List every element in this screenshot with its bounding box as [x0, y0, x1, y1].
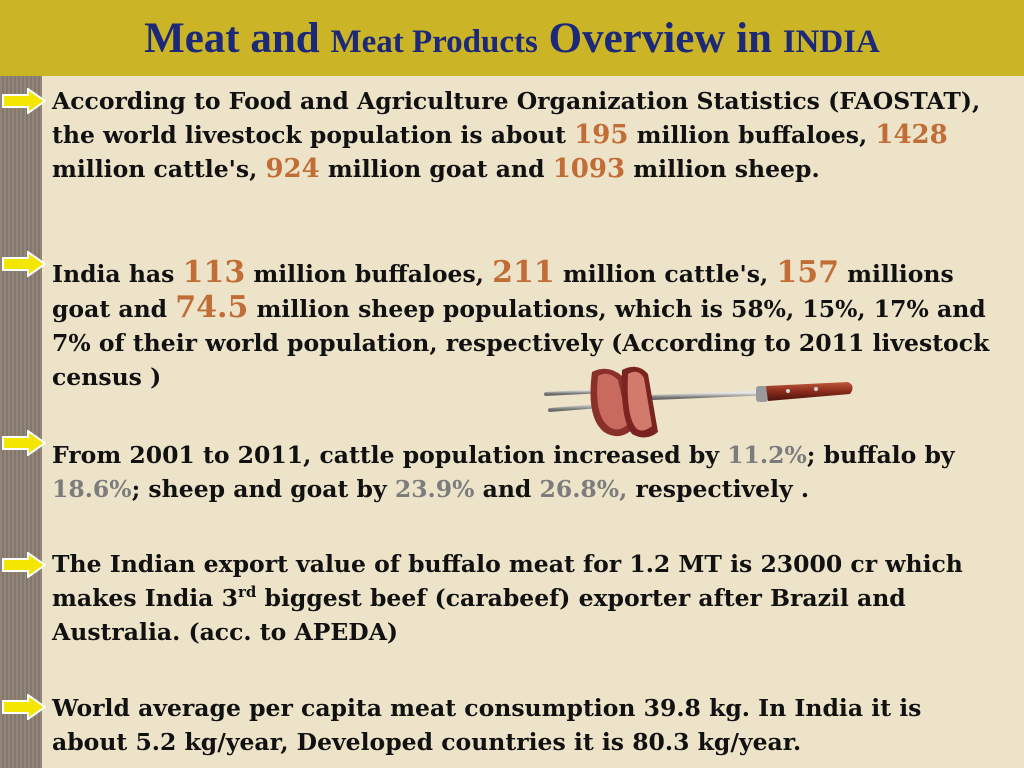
highlight-value: 157 — [776, 255, 839, 290]
bullet-text: World average per capita meat consumptio… — [52, 694, 922, 756]
highlight-value: 113 — [182, 255, 246, 290]
highlight-value: 1428 — [875, 120, 948, 150]
highlight-value: 74.5 — [175, 290, 249, 325]
title-part-meat-and: Meat and — [144, 14, 331, 62]
title-part-overview: Overview in — [537, 14, 783, 62]
bullet-text: millions goat and — [52, 260, 954, 323]
bullet-population-growth: From 2001 to 2011, cattle population inc… — [52, 438, 1012, 506]
title-part-india: INDIA — [782, 23, 880, 60]
content-panel — [42, 76, 1024, 768]
bullet-text: biggest beef (carabeef) exporter after B… — [52, 584, 906, 646]
highlight-value: 23.9% — [394, 475, 475, 503]
bullet-text: ; sheep and goat by — [131, 475, 395, 503]
bullet-india-livestock: India has 113 million buffaloes, 211 mil… — [52, 256, 1012, 394]
highlight-value: 26.8%, — [539, 475, 628, 503]
arrow-right-icon — [2, 694, 46, 720]
highlight-value: 211 — [492, 255, 555, 290]
bullet-text: According to Food and Agriculture Organi… — [52, 87, 981, 149]
bullet-world-livestock: According to Food and Agriculture Organi… — [52, 84, 1012, 186]
highlight-value: 18.6% — [52, 475, 132, 503]
bullet-text: million cattle's, — [554, 260, 777, 288]
ordinal-suffix: rd — [237, 583, 257, 602]
highlight-value: 924 — [265, 154, 320, 184]
bullet-text: and — [474, 475, 540, 503]
highlight-value: 195 — [574, 120, 629, 150]
bullet-text: million sheep. — [625, 155, 820, 183]
title-part-meat-products: Meat Products — [330, 23, 538, 60]
bullet-text: respectively . — [627, 475, 810, 503]
bullet-meat-consumption: World average per capita meat consumptio… — [52, 691, 1002, 759]
title-bar: Meat and Meat Products Overview in INDIA — [0, 0, 1024, 76]
bullet-text: The Indian export value of buffalo meat … — [52, 550, 963, 612]
bullet-text: million buffaloes, — [628, 121, 876, 149]
bullet-text: million sheep populations, which is 58%,… — [52, 295, 990, 391]
arrow-right-icon — [2, 251, 46, 277]
bullet-text: million cattle's, — [52, 155, 266, 183]
bullet-export-value: The Indian export value of buffalo meat … — [52, 547, 982, 649]
highlight-value: 1093 — [552, 154, 626, 184]
arrow-right-icon — [2, 552, 46, 578]
bullet-text: million buffaloes, — [245, 260, 493, 288]
meat-on-fork-icon — [544, 366, 853, 438]
page-title: Meat and Meat Products Overview in INDIA — [144, 14, 880, 63]
bullet-text: From 2001 to 2011, cattle population inc… — [52, 441, 728, 469]
left-sidebar-strip — [0, 76, 42, 768]
highlight-value: 11.2% — [727, 441, 807, 469]
arrow-right-icon — [2, 88, 46, 114]
arrow-right-icon — [2, 430, 46, 456]
bullet-text: ; buffalo by — [806, 441, 955, 469]
bullet-text: India has — [52, 260, 183, 288]
bullet-text: million goat and — [319, 155, 553, 183]
